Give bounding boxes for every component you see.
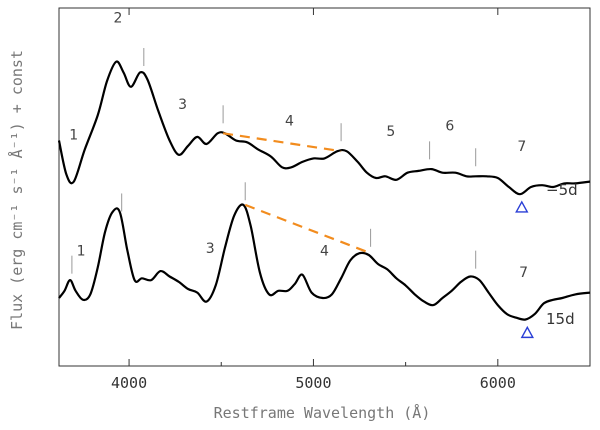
feature-label--5d-1: 1 (69, 128, 78, 144)
feature-label-15d-3: 3 (206, 241, 215, 257)
plot-frame (58, 7, 591, 367)
feature-label--5d-3: 3 (178, 97, 187, 113)
x-axis-label: Restframe Wavelength (Å) (214, 403, 431, 422)
dashed-guides (222, 132, 371, 255)
x-tick-label-5000: 5000 (295, 374, 331, 392)
epoch-label--5d: −5d (546, 181, 578, 199)
triangle-marker-15d (520, 325, 534, 339)
feature-marks: 1 2 3 4 5 6 7 1 3 4 7 (69, 10, 528, 281)
x-tick-label-4000: 4000 (111, 374, 147, 392)
feature-label--5d-7: 7 (517, 139, 526, 155)
feature-label--5d-6: 6 (445, 119, 454, 135)
feature-label-15d-7: 7 (519, 265, 528, 281)
x-tick-label-6000: 6000 (480, 374, 516, 392)
triangle-marker--5d (515, 200, 529, 213)
feature-label-15d-1: 1 (77, 244, 86, 260)
spectrum-line--5d (57, 60, 591, 196)
feature-label--5d-2: 2 (114, 10, 123, 26)
spectrum-line-15d (58, 203, 591, 321)
absorption-markers (515, 200, 534, 339)
feature-label--5d-5: 5 (386, 124, 395, 140)
spectra-lines (57, 60, 591, 321)
x-axis: 4000 5000 6000 (111, 8, 516, 392)
dashed-line--5d (222, 132, 342, 153)
epoch-label-15d: 15d (546, 310, 575, 328)
y-axis-label: Flux (erg cm⁻¹ s⁻¹ Å⁻¹) + const (7, 50, 26, 330)
dashed-line-15d (244, 203, 371, 255)
feature-label-15d-4: 4 (320, 243, 329, 259)
feature-label--5d-4: 4 (285, 113, 294, 129)
epoch-labels: −5d 15d (546, 181, 578, 328)
